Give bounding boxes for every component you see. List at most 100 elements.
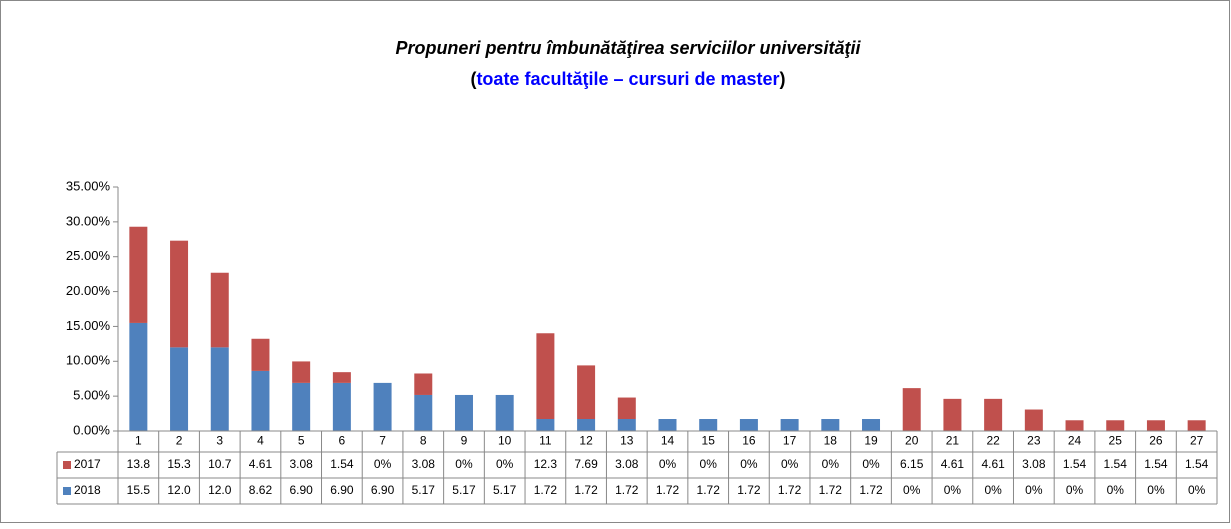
x-tick-label: 27 — [1190, 434, 1204, 448]
data-label: 3.08 — [289, 457, 313, 471]
bar — [414, 394, 433, 431]
bar — [984, 398, 1003, 431]
bar — [129, 226, 148, 323]
x-tick-label: 10 — [498, 434, 512, 448]
bar — [577, 419, 596, 431]
legend-swatch — [63, 487, 71, 495]
data-label: 6.90 — [289, 483, 313, 497]
data-label: 0% — [781, 457, 799, 471]
y-tick-label: 15.00% — [66, 318, 111, 333]
x-tick-label: 1 — [135, 434, 142, 448]
bar — [658, 419, 677, 431]
data-label: 0% — [700, 457, 718, 471]
x-tick-label: 11 — [539, 434, 552, 448]
data-label: 3.08 — [615, 457, 639, 471]
data-label: 5.17 — [412, 483, 436, 497]
data-label: 0% — [862, 457, 880, 471]
x-tick-label: 21 — [946, 434, 960, 448]
bar — [1146, 420, 1165, 431]
data-label: 0% — [1025, 483, 1043, 497]
bar — [1187, 420, 1206, 431]
data-label: 12.3 — [534, 457, 558, 471]
data-label: 0% — [659, 457, 677, 471]
bar — [862, 419, 881, 431]
x-tick-label: 5 — [298, 434, 305, 448]
data-label: 4.61 — [249, 457, 273, 471]
y-tick-label: 20.00% — [66, 283, 111, 298]
bar — [373, 382, 392, 431]
x-tick-label: 22 — [986, 434, 1000, 448]
data-label: 1.54 — [330, 457, 354, 471]
data-label: 0% — [455, 457, 473, 471]
data-label: 0% — [740, 457, 758, 471]
data-label: 1.72 — [615, 483, 639, 497]
legend-label: 2018 — [74, 483, 101, 497]
x-tick-label: 23 — [1027, 434, 1041, 448]
x-tick-label: 8 — [420, 434, 427, 448]
data-label: 0% — [944, 483, 962, 497]
bar — [332, 382, 351, 431]
data-label: 0% — [374, 457, 392, 471]
bar — [332, 372, 351, 383]
bar — [210, 272, 229, 348]
bar — [1065, 420, 1084, 431]
data-label: 6.90 — [371, 483, 395, 497]
bar — [780, 419, 799, 431]
data-label: 12.0 — [208, 483, 232, 497]
legend-label: 2017 — [74, 457, 101, 471]
bar — [495, 394, 514, 431]
data-label: 10.7 — [208, 457, 232, 471]
bar — [170, 240, 189, 348]
data-label: 6.90 — [330, 483, 354, 497]
y-tick-label: 5.00% — [73, 388, 110, 403]
bar — [170, 347, 189, 431]
bar — [902, 388, 921, 431]
data-label: 5.17 — [452, 483, 476, 497]
bar — [577, 365, 596, 420]
bar — [414, 373, 433, 395]
data-label: 1.72 — [574, 483, 598, 497]
data-label: 0% — [1147, 483, 1165, 497]
y-tick-label: 35.00% — [66, 178, 111, 193]
bar — [617, 397, 636, 420]
data-label: 3.08 — [412, 457, 436, 471]
x-tick-label: 4 — [257, 434, 264, 448]
data-label: 0% — [903, 483, 921, 497]
x-tick-label: 17 — [783, 434, 797, 448]
x-tick-label: 3 — [216, 434, 223, 448]
subtitle-part: ) — [780, 69, 786, 89]
legend-swatch — [63, 461, 71, 469]
subtitle-part: ( — [470, 69, 476, 89]
data-label: 13.8 — [127, 457, 151, 471]
data-label: 1.54 — [1104, 457, 1128, 471]
data-label: 15.3 — [167, 457, 191, 471]
x-tick-label: 16 — [742, 434, 756, 448]
data-label: 1.54 — [1185, 457, 1209, 471]
y-tick-label: 30.00% — [66, 213, 111, 228]
data-label: 0% — [822, 457, 840, 471]
x-tick-label: 9 — [461, 434, 468, 448]
y-tick-label: 25.00% — [66, 248, 111, 263]
bar — [210, 347, 229, 431]
data-label: 0% — [984, 483, 1002, 497]
data-label: 8.62 — [249, 483, 273, 497]
bar — [292, 361, 311, 383]
data-label: 0% — [1066, 483, 1084, 497]
bar — [1106, 420, 1125, 431]
bar — [536, 419, 555, 431]
data-label: 0% — [1107, 483, 1125, 497]
data-label: 4.61 — [981, 457, 1005, 471]
x-tick-label: 24 — [1068, 434, 1082, 448]
bar — [251, 338, 270, 371]
y-tick-label: 0.00% — [73, 422, 110, 437]
x-tick-label: 15 — [702, 434, 716, 448]
bar — [454, 394, 473, 431]
x-tick-label: 7 — [379, 434, 386, 448]
bar — [1024, 409, 1043, 431]
data-label: 1.72 — [778, 483, 802, 497]
bar — [129, 322, 148, 431]
data-label: 4.61 — [941, 457, 965, 471]
bar — [699, 419, 718, 431]
